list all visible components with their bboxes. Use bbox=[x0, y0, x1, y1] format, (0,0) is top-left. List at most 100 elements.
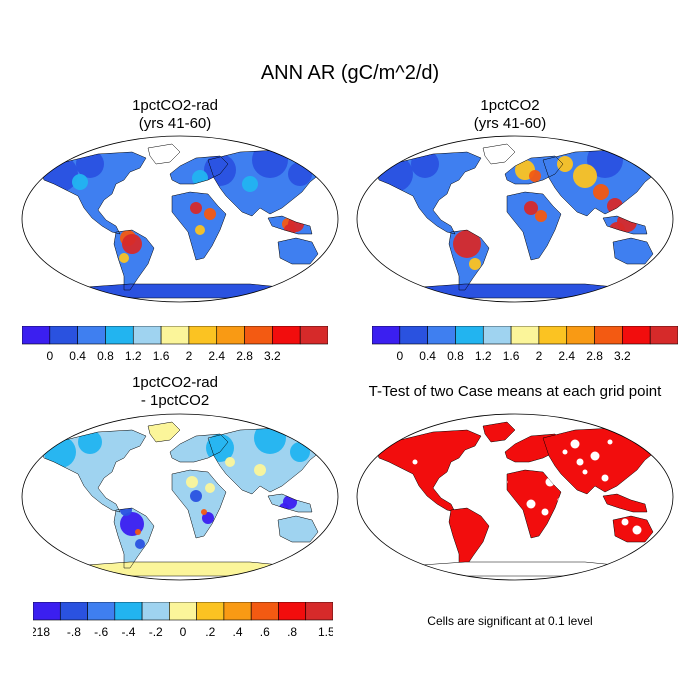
colorbar-tick-label: .8 bbox=[287, 625, 297, 639]
value-patch bbox=[529, 170, 541, 182]
main-title: ANN AR (gC/m^2/d) bbox=[260, 62, 440, 84]
colorbar-swatch bbox=[223, 602, 252, 621]
coastline-europe bbox=[504, 155, 564, 185]
colorbar-tick-label: .4 bbox=[233, 625, 243, 639]
coastline-africa bbox=[171, 191, 227, 261]
colorbar-tick-label: .2 bbox=[205, 625, 215, 639]
value-patch bbox=[225, 457, 235, 467]
land-antarctica bbox=[407, 284, 625, 298]
value-patch bbox=[72, 174, 88, 190]
coastline-europe bbox=[169, 433, 229, 463]
value-patch bbox=[190, 202, 202, 214]
colorbar-swatch bbox=[87, 602, 116, 621]
colorbar-swatch bbox=[482, 326, 512, 345]
value-patch bbox=[119, 253, 129, 263]
value-patch bbox=[186, 476, 198, 488]
value-patch bbox=[524, 201, 538, 215]
colorbar-tick-label: 0.8 bbox=[447, 349, 464, 363]
panel4-title: T-Test of two Case means at each grid po… bbox=[368, 383, 662, 400]
land-antarctica bbox=[72, 562, 290, 576]
value-patch bbox=[190, 490, 202, 502]
coastline-southeast-asia bbox=[267, 493, 313, 513]
panel3-title-line2: - 1pctCO2 bbox=[140, 392, 210, 409]
coastline-north-america bbox=[41, 429, 147, 513]
colorbar-tick-label: 1.6 bbox=[153, 349, 170, 363]
value-patch bbox=[122, 234, 142, 254]
globe-outline bbox=[21, 135, 339, 303]
nonsignificant-patch bbox=[576, 458, 584, 466]
colorbar-tick-label: 2.4 bbox=[208, 349, 225, 363]
panel2-title-line1: 1pctCO2 bbox=[480, 97, 540, 114]
panel3-title: 1pctCO2-rad - 1pctCO2 bbox=[25, 374, 325, 410]
colorbar-tick-label: -.6 bbox=[94, 625, 108, 639]
colorbar-tick-label: 3.2 bbox=[264, 349, 281, 363]
colorbar-tick-label: 0 bbox=[396, 349, 403, 363]
value-patch bbox=[242, 176, 258, 192]
land-greenland bbox=[483, 144, 515, 164]
coastline-north-america bbox=[41, 151, 147, 235]
land-north-america bbox=[376, 429, 482, 513]
colorbar-swatch bbox=[510, 326, 540, 345]
land-australia bbox=[613, 238, 653, 264]
value-patch bbox=[535, 210, 547, 222]
coastline-greenland bbox=[147, 143, 181, 165]
colorbar-swatch bbox=[594, 326, 623, 345]
significance-note: Cells are significant at 0.1 level bbox=[427, 614, 593, 628]
colorbar-swatch bbox=[272, 326, 301, 345]
value-patch bbox=[557, 156, 573, 172]
colorbar-swatch bbox=[399, 326, 428, 345]
colorbar-tick-label: 3.2 bbox=[614, 349, 631, 363]
land-africa bbox=[507, 192, 561, 260]
nonsignificant-patch bbox=[621, 518, 629, 526]
colorbar-tick-label: 0.8 bbox=[97, 349, 114, 363]
colorbar-swatch bbox=[59, 602, 88, 621]
coastline-north-america bbox=[376, 151, 482, 235]
nonsignificant-patch bbox=[582, 469, 588, 475]
map-1pctco2 bbox=[356, 135, 674, 303]
colorbar-tick-label: 2.4 bbox=[558, 349, 575, 363]
coastline-australia bbox=[277, 515, 319, 543]
colorbar-swatch bbox=[278, 602, 307, 621]
panel2-title-line2: (yrs 41-60) bbox=[473, 115, 547, 132]
value-patch bbox=[469, 258, 481, 270]
colorbar-swatch bbox=[299, 326, 328, 345]
panel1-title: 1pctCO2-rad (yrs 41-60) bbox=[25, 97, 325, 133]
nonsignificant-patch bbox=[601, 474, 609, 482]
coastline-southeast-asia bbox=[602, 215, 648, 235]
colorbar-swatch bbox=[141, 602, 170, 621]
panel1-title-line1: 1pctCO2-rad bbox=[132, 97, 218, 114]
value-patch bbox=[573, 164, 597, 188]
panel3-title-line1: 1pctCO2-rad bbox=[132, 374, 218, 391]
value-patch bbox=[288, 162, 312, 186]
colorbar-tick-label: 2 bbox=[536, 349, 543, 363]
colorbar-tick-label: 0.4 bbox=[69, 349, 86, 363]
nonsignificant-patch bbox=[632, 525, 642, 535]
land-greenland bbox=[482, 421, 516, 443]
land-australia bbox=[278, 238, 318, 264]
land-australia bbox=[278, 516, 318, 542]
nonsignificant-patch bbox=[570, 439, 580, 449]
colorbar-swatch bbox=[427, 326, 456, 345]
colorbar-swatch bbox=[77, 326, 106, 345]
map-ttest bbox=[356, 413, 674, 581]
land-greenland-diff bbox=[148, 422, 180, 442]
panel2-title: 1pctCO2 (yrs 41-60) bbox=[360, 97, 660, 133]
value-patch bbox=[204, 208, 216, 220]
colorbar-tick-label: -.8 bbox=[67, 625, 81, 639]
colorbar-tick-label: 0.4 bbox=[419, 349, 436, 363]
land-greenland bbox=[148, 144, 180, 164]
value-patch bbox=[202, 512, 214, 524]
nonsignificant-patch bbox=[562, 449, 568, 455]
colorbar-swatch bbox=[105, 326, 134, 345]
colorbar-panel1: 0 0.4 0.8 1.2 1.6 2 2.4 2.8 3.2 bbox=[22, 326, 328, 363]
colorbar-tick-label: -.2 bbox=[149, 625, 163, 639]
colorbar-tick-label: 1.6 bbox=[503, 349, 520, 363]
nonsignificant-patch bbox=[590, 451, 600, 461]
colorbar-swatch bbox=[566, 326, 595, 345]
coastline-greenland bbox=[147, 421, 181, 443]
colorbar-swatch bbox=[49, 326, 78, 345]
colorbar-swatch bbox=[244, 326, 273, 345]
colorbar-swatch bbox=[622, 326, 651, 345]
globe-outline bbox=[356, 413, 674, 581]
coastline-africa bbox=[506, 191, 562, 261]
